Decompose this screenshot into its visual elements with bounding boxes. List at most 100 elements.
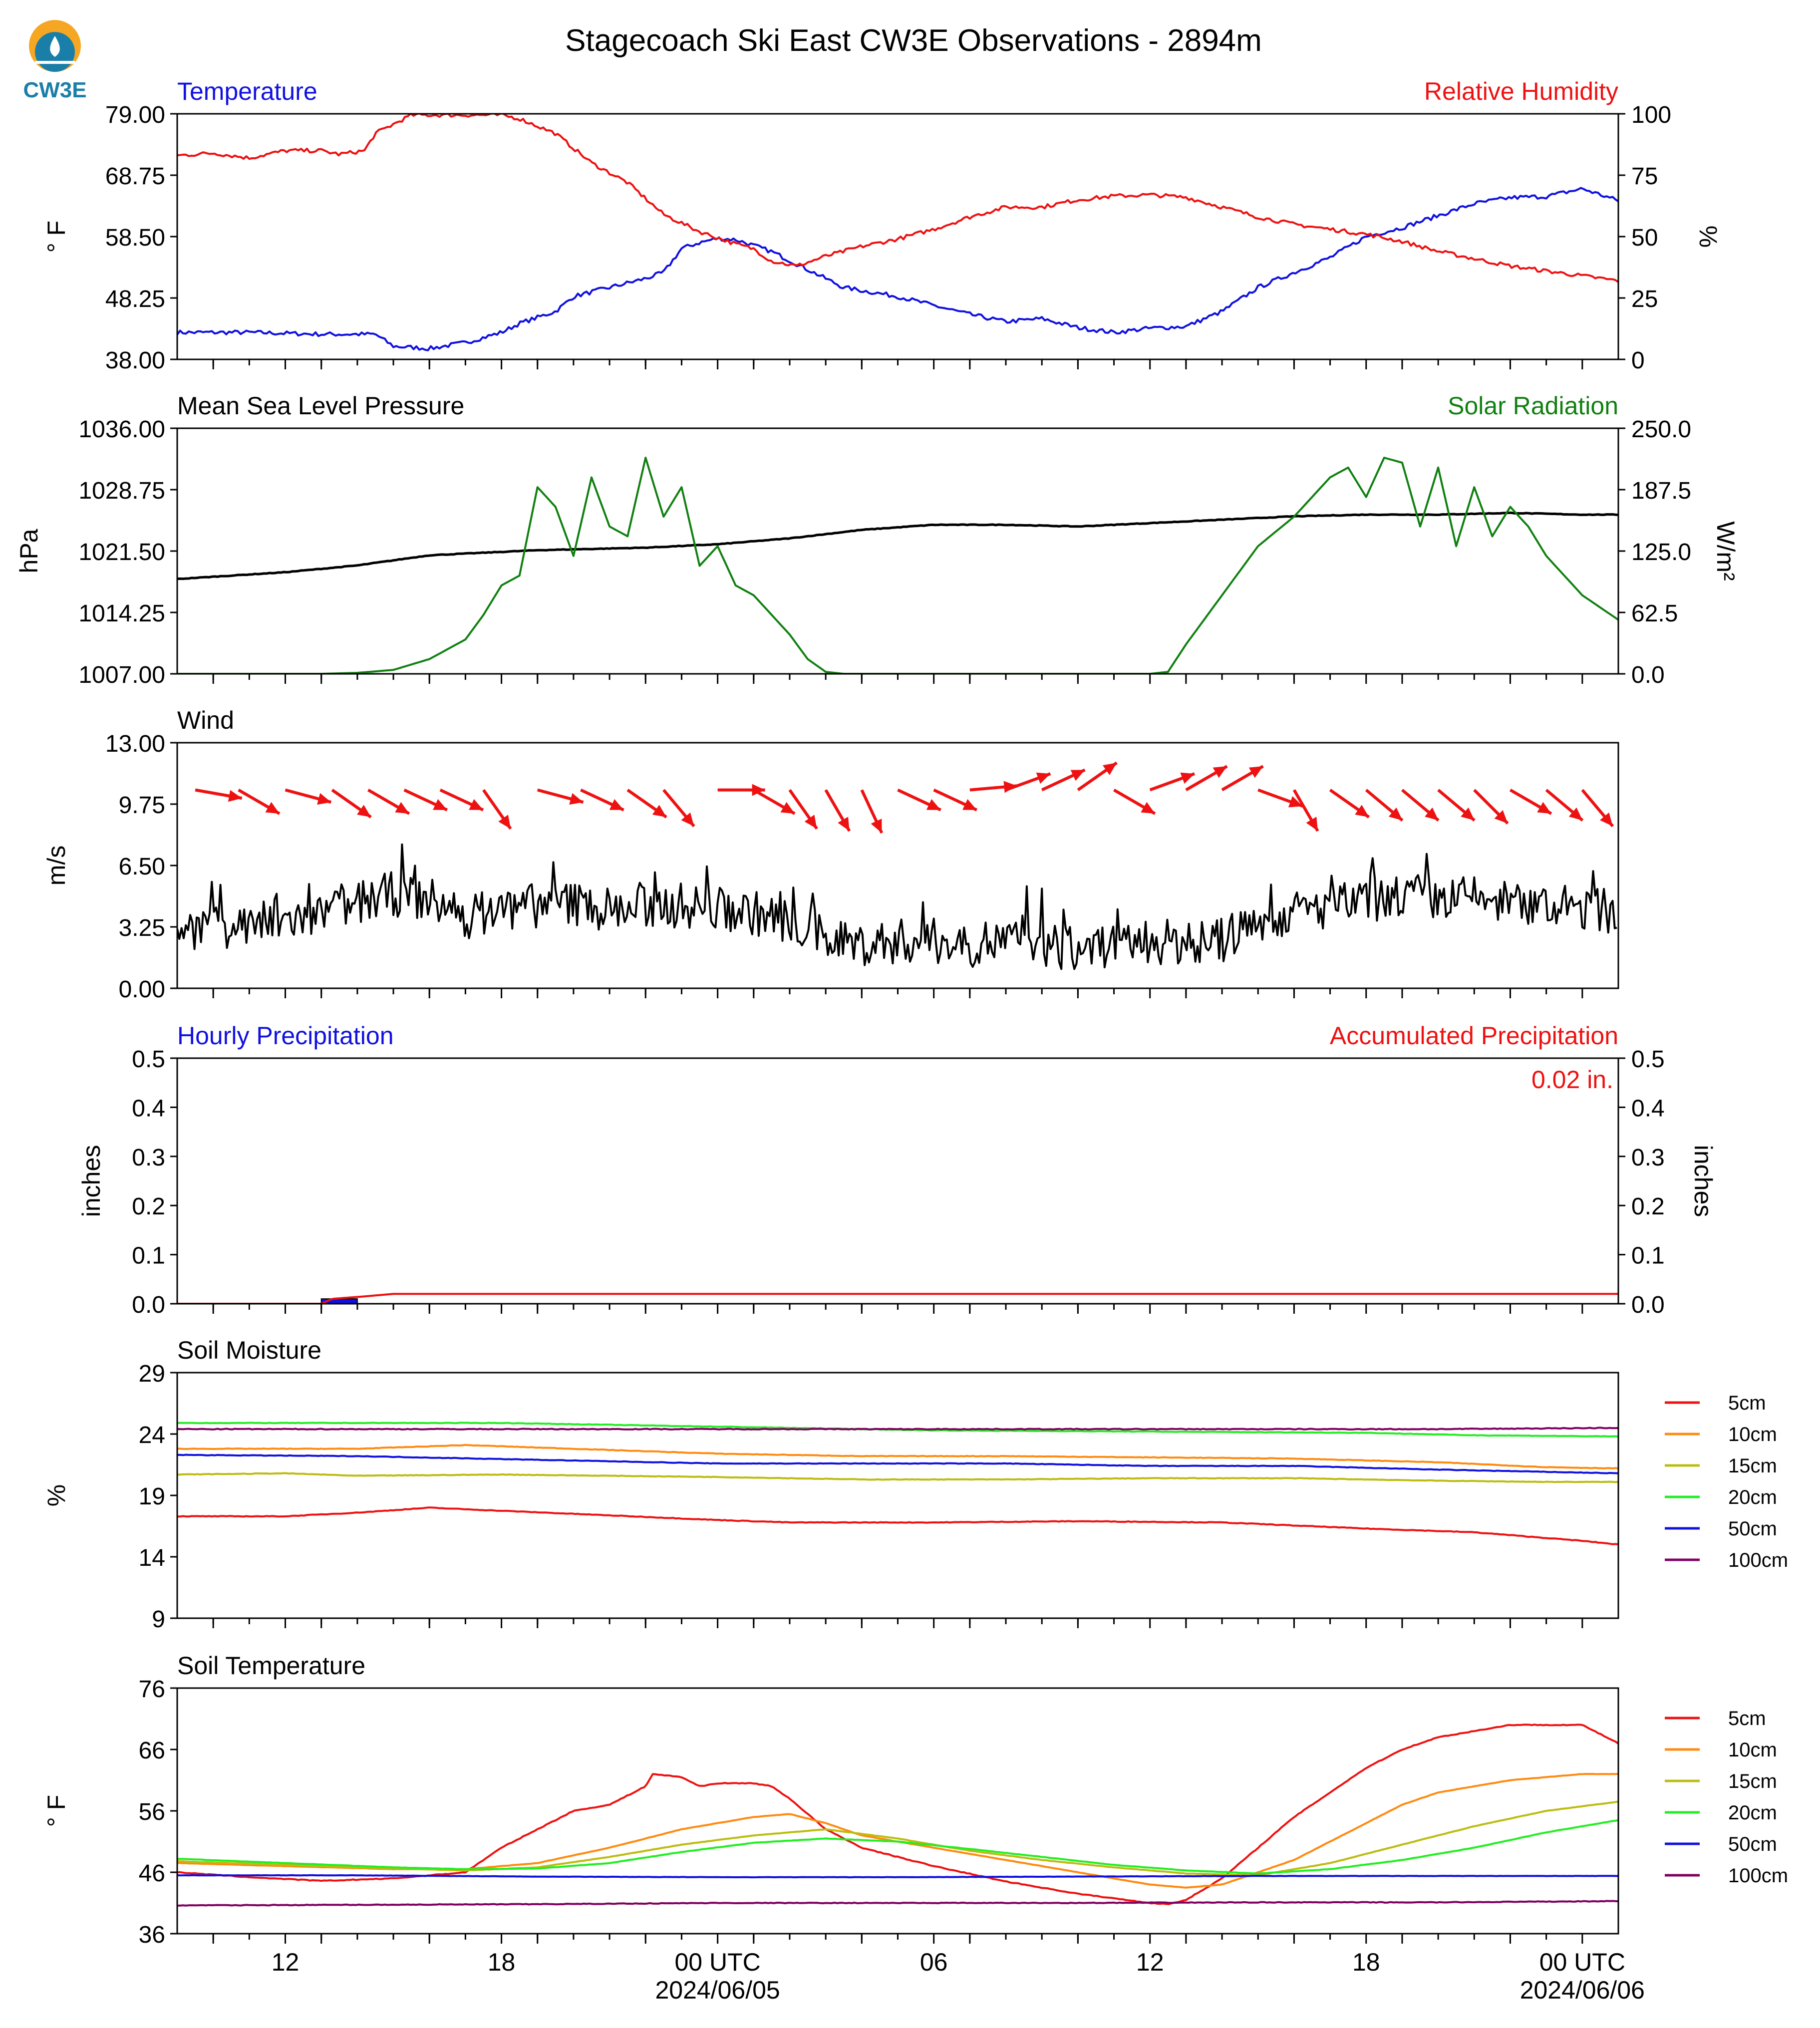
wind-arrow [1473,789,1509,825]
y2-tick-label: 0.2 [1631,1193,1665,1220]
legend-label: 5cm [1728,1708,1766,1730]
wind-arrow-head [752,784,765,796]
panel-precip: 0.5 0.4 0.3 0.2 0.1 0.0 0.5 0.4 0.3 0.2 0.1 0.0 Hour… [77,1022,1717,1318]
wind-arrow [195,788,243,802]
wind-arrow-head [1494,810,1508,824]
panel-right-title: Accumulated Precipitation [1330,1022,1618,1050]
y2-tick-label: 0 [1631,347,1645,374]
x-tick-label: 18 [488,1948,516,1976]
legend-label: 10cm [1728,1739,1777,1761]
x-tick-label: 00 UTC [674,1948,760,1976]
wind-arrow-head [498,815,511,829]
y-tick-label: 3.25 [119,915,165,941]
legend-label: 20cm [1728,1802,1777,1824]
y2-tick-label: 125.0 [1631,539,1691,566]
wind-arrow-head [1461,807,1475,821]
wind-arrow [1292,789,1319,832]
y2-tick-label: 50 [1631,225,1658,251]
y-tick-label: 9.75 [119,792,165,819]
wind-arrow [1221,765,1264,792]
wind-arrow-head [1288,796,1303,808]
wind-arrow [1041,768,1086,792]
wind-arrow-head [1213,766,1227,778]
wind-arrow-head [317,793,331,805]
wind-arrow-head [1599,812,1613,827]
wind-arrow [1257,788,1303,808]
wind-arrow-head [1248,766,1263,778]
wind-arrow [824,789,851,832]
y-axis-label: ° F [42,1795,70,1827]
wind-arrow [1185,765,1228,792]
accumulated-total-label: 0.02 in. [1531,1066,1613,1094]
y-tick-label: 1036.00 [78,416,165,443]
y2-tick-label: 0.0 [1631,662,1665,688]
y-tick-label: 36 [139,1922,165,1948]
wind-arrow [933,788,978,812]
wind-arrow-head [395,802,409,814]
y2-axis-label: inches [1689,1145,1717,1217]
series-line-accumulated-precipitation [177,1293,1618,1304]
plot-area [177,761,1618,970]
y2-tick-label: 25 [1631,286,1658,312]
legend: 5cm 10cm 15cm 20cm 50cm 100cm [1665,1708,1788,1887]
wind-arrow-head [265,802,280,814]
series-line-wind [177,843,1617,970]
wind-arrow [403,788,448,812]
figure-title: Stagecoach Ski East CW3E Observations - … [565,23,1262,58]
wind-arrow [285,788,332,805]
y-tick-label: 1007.00 [78,662,165,688]
wind-arrow [367,789,410,815]
panel-left-title: Soil Moisture [177,1336,321,1364]
wind-arrow-head [1355,805,1369,818]
legend-label: 100cm [1728,1865,1788,1887]
y2-axis-label: W/m² [1712,521,1740,580]
series-line-15cm [177,1800,1618,1877]
legend-label: 50cm [1728,1833,1777,1855]
wind-arrow [1149,772,1196,792]
wind-arrow-head [569,793,584,805]
wind-arrow-head [780,802,795,814]
panel-left-title: Temperature [177,77,317,105]
wind-arrow-head [1568,807,1583,821]
panel-left-title: Soil Temperature [177,1652,365,1680]
y-tick-label: 1028.75 [78,478,165,504]
wind-arrow-head [1070,770,1085,781]
series-line-mean-sea-level-pressure [177,511,1618,580]
wind-arrow [626,789,667,819]
wind-arrow [1005,772,1051,792]
y-tick-label: 1014.25 [78,600,165,627]
panel-wind: 13.00 9.75 6.50 3.25 0.00 Wind m/s [42,706,1619,1003]
series-line-solar-radiation [177,457,1618,674]
y-tick-label: 1021.50 [78,539,165,566]
y-axis-label: ° F [42,221,70,253]
series-line-20cm [177,1819,1618,1875]
series-line-50cm [177,1874,1618,1879]
wind-arrow-head [652,805,667,818]
panel-temperature: 79.00 68.75 58.50 48.25 38.00 100 75 50 25 0 Tempe… [42,77,1722,374]
wind-arrow-head [356,805,371,818]
x-tick-label: 00 UTC [1539,1948,1625,1976]
logo-text: CW3E [23,78,86,102]
panel-frame [176,742,1619,989]
series-line-5cm [177,1506,1618,1545]
wind-arrow [238,789,281,815]
y-tick-label: 68.75 [105,163,165,190]
panels-group: 79.00 68.75 58.50 48.25 38.00 100 75 50 25 0 Tempe… [15,77,1788,2004]
y-tick-label: 0.00 [119,976,165,1003]
legend-label: 100cm [1728,1549,1788,1571]
y-tick-label: 58.50 [105,225,165,251]
y-tick-label: 6.50 [119,854,165,880]
wind-arrow-head [962,799,977,810]
y-tick-label: 9 [152,1606,165,1633]
legend: 5cm 10cm 15cm 20cm 50cm 100cm [1665,1392,1788,1571]
wind-arrow [1401,789,1440,822]
wind-arrow-head [1306,817,1318,831]
wind-arrow [1437,789,1476,822]
panel-left-title: Mean Sea Level Pressure [177,392,464,420]
y2-tick-label: 0.4 [1631,1095,1665,1122]
legend-label: 10cm [1728,1424,1777,1446]
y-tick-label: 13.00 [105,731,165,757]
y2-tick-label: 75 [1631,163,1658,190]
